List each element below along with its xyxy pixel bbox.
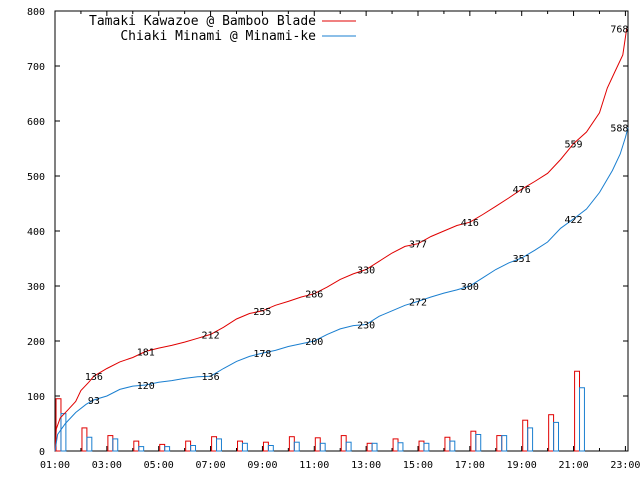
x-tick-label: 21:00	[558, 460, 588, 471]
bars	[55, 370, 585, 452]
bar-0	[185, 440, 192, 452]
bar-0	[366, 442, 373, 452]
bar-0	[237, 440, 243, 452]
data-labels: 136 181 212 255 286 330 377 416 476 559 768 93 120 13…	[85, 25, 629, 407]
data-label: 120	[137, 381, 155, 392]
data-label: 255	[253, 307, 271, 318]
bar-1	[345, 441, 352, 452]
x-tick-label: 13:00	[351, 460, 381, 471]
bar-1	[397, 442, 404, 452]
data-label: 181	[137, 347, 155, 358]
bar-0	[211, 436, 218, 452]
bar-1	[138, 446, 145, 452]
x-tick-label: 07:00	[196, 460, 226, 471]
bar-0	[522, 419, 529, 452]
bar-1	[190, 445, 197, 452]
data-label: 200	[305, 337, 323, 348]
bar-1	[475, 434, 482, 452]
bar-0	[55, 398, 62, 452]
bar-1	[164, 446, 171, 452]
y-tick-label: 300	[27, 282, 45, 293]
bar-0	[548, 414, 555, 452]
bar-1	[553, 421, 560, 452]
data-label: 351	[513, 254, 531, 265]
bar-0	[314, 437, 321, 452]
y-tick-label: 800	[27, 7, 45, 18]
data-label: 416	[461, 218, 479, 229]
data-label: 272	[409, 297, 427, 308]
bar-0	[418, 440, 425, 452]
y-tick-label: 100	[27, 392, 45, 403]
bar-1	[86, 436, 93, 452]
bar-1	[60, 413, 67, 452]
y-tick-label: 400	[27, 227, 45, 238]
y-tick-label: 200	[27, 337, 45, 348]
x-tick-label: 19:00	[507, 460, 537, 471]
bar-1	[216, 438, 222, 452]
bar-1	[501, 435, 508, 452]
x-tick-label: 11:00	[299, 460, 329, 471]
bar-0	[496, 435, 503, 452]
bar-1	[449, 440, 456, 452]
bar-0	[392, 438, 399, 452]
data-label: 377	[409, 240, 427, 251]
y-tick-label: 0	[39, 447, 45, 458]
bar-1	[112, 438, 119, 452]
y-axis: 0 100 200 300 400 500 600 700 800	[27, 7, 628, 458]
bar-1	[319, 442, 326, 452]
bar-1	[241, 442, 248, 452]
x-tick-label: 17:00	[455, 460, 485, 471]
bar-0	[444, 436, 451, 452]
data-label: 768	[610, 25, 628, 36]
series-line-0	[54, 28, 628, 452]
y-tick-label: 700	[27, 62, 45, 73]
bar-1	[267, 445, 274, 452]
bar-0	[262, 441, 269, 452]
bar-0	[288, 436, 295, 452]
bar-0	[340, 435, 347, 452]
data-label: 230	[357, 321, 375, 332]
bar-0	[81, 427, 88, 452]
legend-label-chiaki: Chiaki Minami @ Minami-ke	[120, 29, 316, 44]
legend-label-tamaki: Tamaki Kawazoe @ Bamboo Blade	[89, 14, 316, 29]
data-label: 178	[253, 349, 271, 360]
x-tick-label: 01:00	[40, 460, 70, 471]
data-label: 588	[610, 124, 628, 135]
bar-0	[107, 435, 114, 452]
x-tick-label: 23:00	[610, 460, 640, 471]
series-lines	[54, 28, 629, 452]
data-label: 93	[88, 396, 100, 407]
legend: Tamaki Kawazoe @ Bamboo Blade Chiaki Min…	[89, 14, 356, 44]
x-tick-label: 05:00	[144, 460, 174, 471]
bar-0	[133, 440, 140, 452]
x-tick-label: 09:00	[247, 460, 277, 471]
data-label: 559	[565, 140, 583, 151]
y-tick-label: 600	[27, 117, 45, 128]
bar-0	[574, 370, 581, 452]
y-tick-label: 500	[27, 172, 45, 183]
bar-1	[423, 442, 430, 452]
data-label: 136	[202, 372, 220, 383]
bar-1	[371, 442, 378, 452]
series-line-1	[54, 127, 629, 452]
data-label: 136	[85, 372, 103, 383]
bar-0	[159, 443, 166, 452]
data-label: 286	[305, 290, 323, 301]
x-tick-label: 03:00	[92, 460, 122, 471]
bar-1	[527, 427, 534, 452]
data-label: 422	[565, 215, 583, 226]
data-label: 212	[202, 330, 220, 341]
bar-1	[579, 387, 585, 452]
bar-0	[470, 430, 477, 452]
x-tick-label: 15:00	[403, 460, 433, 471]
data-label: 330	[357, 266, 375, 277]
bar-1	[293, 441, 300, 452]
data-label: 476	[513, 185, 531, 196]
x-axis: 01:00 03:00 05:00 07:00 09:00 11:00 13:00 15:00…	[40, 11, 640, 471]
data-label: 300	[461, 282, 479, 293]
